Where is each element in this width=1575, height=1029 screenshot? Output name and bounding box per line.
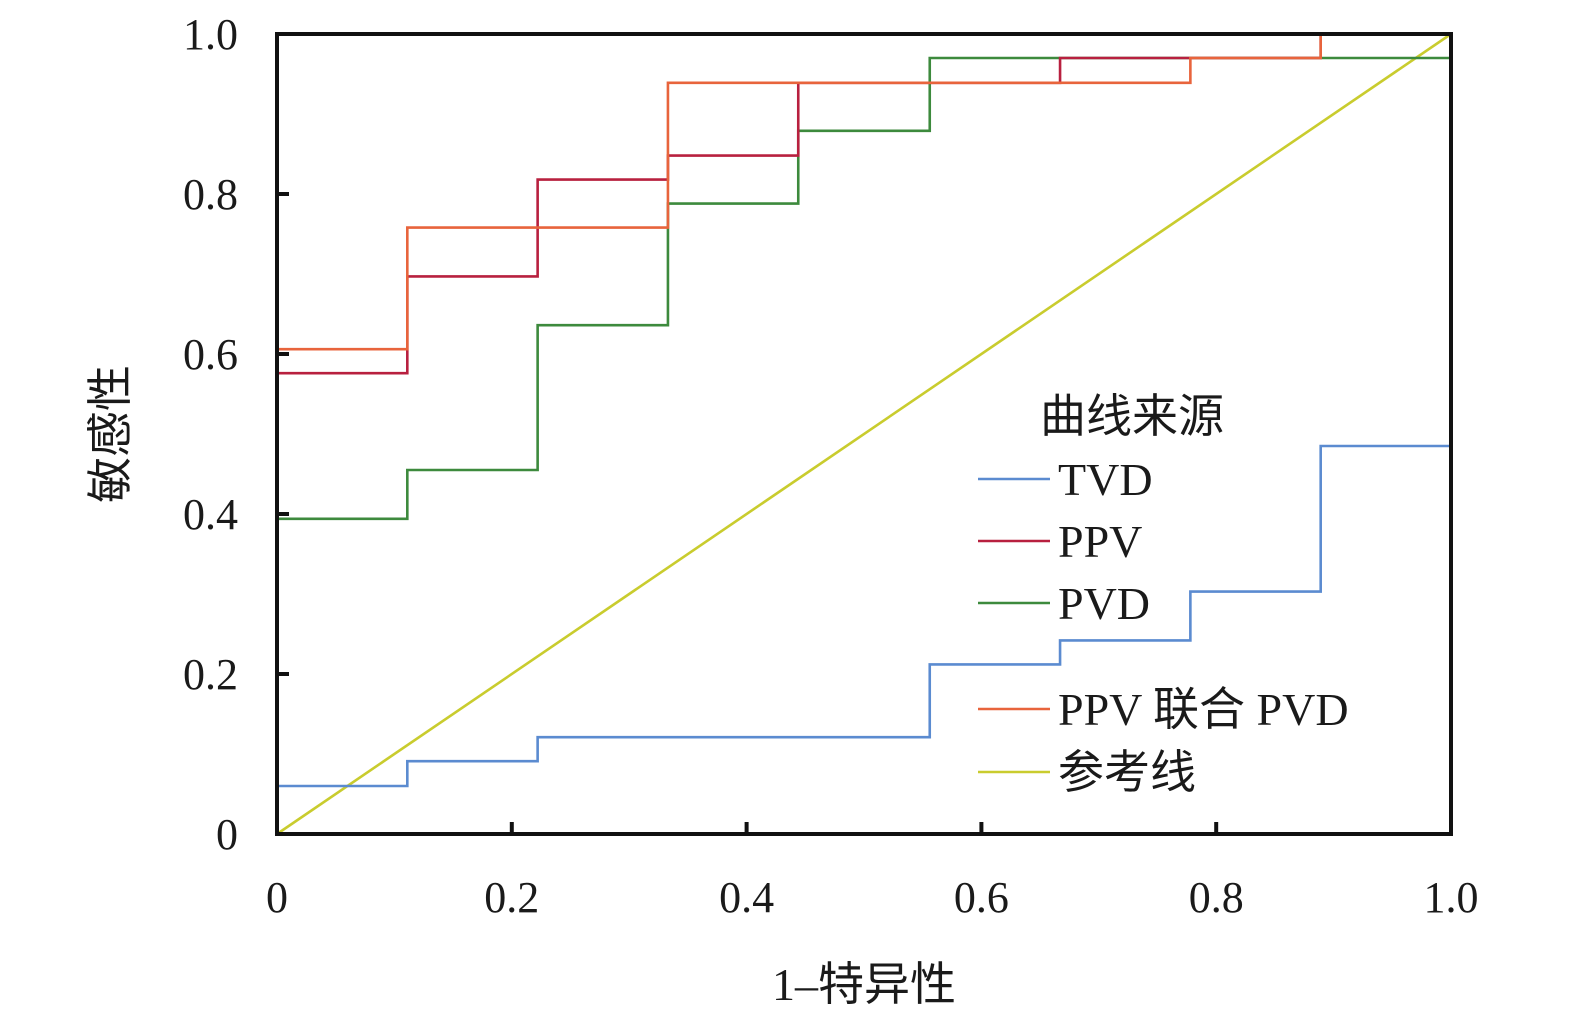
- ticks-layer: 0 0.2 0.4 0.6 0.8 1.0 0 0.2 0.4 0.6 0.8 1.0: [183, 10, 1479, 922]
- x-tick-label: 0.4: [719, 873, 774, 922]
- legend-title: 曲线来源: [1040, 391, 1224, 442]
- series-line-参考线: [276, 32, 1452, 836]
- x-tick-label: 1.0: [1424, 873, 1479, 922]
- legend: 曲线来源 TVD PPV PVD PPV 联合 PVD 参考线: [978, 391, 1349, 798]
- series-line-tvd: [275, 34, 1453, 834]
- legend-label: PPV: [1058, 516, 1142, 567]
- y-tick-label: 0.8: [183, 170, 238, 219]
- legend-label: 参考线: [1058, 747, 1196, 798]
- plot-area-frame: [275, 32, 1453, 836]
- series-layer: [275, 32, 1453, 836]
- legend-label: PVD: [1058, 578, 1150, 629]
- y-tick-label: 0.4: [183, 490, 238, 539]
- x-tick-label: 0: [266, 873, 288, 922]
- x-tick-label: 0.8: [1189, 873, 1244, 922]
- y-tick-label: 0: [216, 810, 238, 859]
- legend-label: PPV 联合 PVD: [1058, 684, 1349, 735]
- y-tick-label: 0.6: [183, 330, 238, 379]
- x-tick-label: 0.6: [954, 873, 1009, 922]
- x-tick-label: 0.2: [484, 873, 539, 922]
- series-line-ppv-联合-pvd: [275, 32, 1451, 834]
- y-tick-label: 1.0: [183, 10, 238, 59]
- x-axis-title: 1–特异性: [772, 959, 956, 1010]
- y-axis-title: 敏感性: [85, 365, 136, 503]
- y-tick-label: 0.2: [183, 650, 238, 699]
- series-line-pvd: [275, 34, 1453, 834]
- legend-label: TVD: [1058, 454, 1153, 505]
